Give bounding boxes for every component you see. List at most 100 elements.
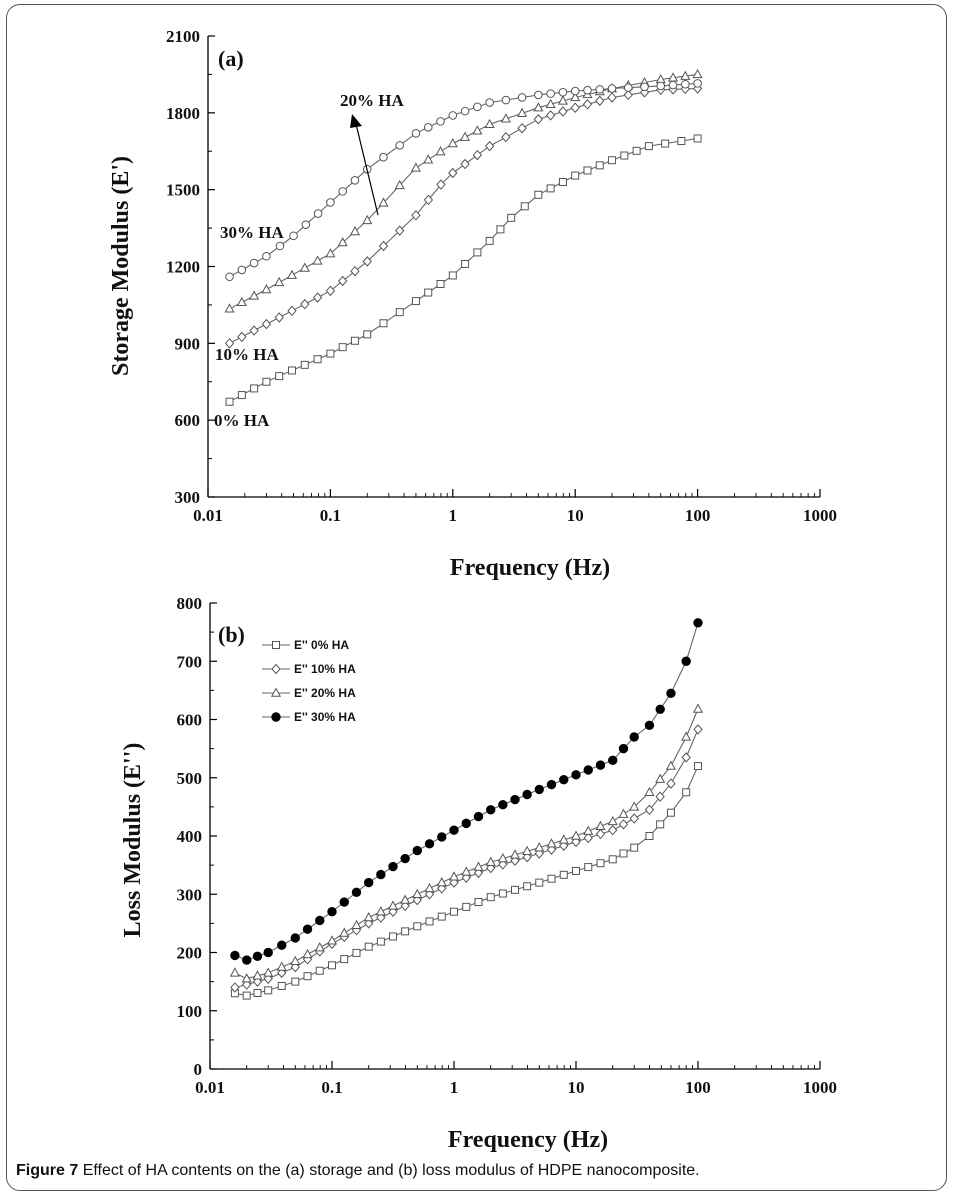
data-point <box>401 927 410 936</box>
data-point <box>395 308 404 317</box>
data-point <box>338 275 348 287</box>
data-point <box>473 248 482 257</box>
data-point <box>546 838 557 848</box>
data-point <box>534 784 544 795</box>
data-point <box>644 142 653 151</box>
data-point <box>655 704 665 715</box>
data-point <box>289 231 298 241</box>
data-point <box>571 770 581 780</box>
data-point <box>522 789 532 800</box>
data-point <box>677 137 686 146</box>
data-point <box>225 397 234 406</box>
data-point <box>694 762 702 771</box>
x-axis-label-a: Frequency (Hz) <box>450 555 610 581</box>
x-tick-label: 0.1 <box>320 506 341 525</box>
data-point <box>437 832 447 842</box>
series-0 <box>225 134 702 406</box>
data-point <box>545 98 556 108</box>
data-point <box>558 88 568 97</box>
data-point <box>608 755 618 765</box>
data-point <box>339 927 350 937</box>
data-point <box>510 794 520 805</box>
data-point <box>681 79 690 89</box>
data-point <box>583 832 593 844</box>
data-point <box>582 99 593 110</box>
data-point <box>500 113 511 123</box>
data-point <box>448 871 460 881</box>
data-point <box>410 162 421 172</box>
data-point <box>570 91 581 102</box>
data-point <box>571 171 580 180</box>
data-point <box>448 111 458 120</box>
data-point <box>378 197 389 207</box>
data-point <box>681 731 692 741</box>
data-point <box>461 866 472 876</box>
data-point <box>362 214 373 225</box>
legend-item-3: E'' 30% HA <box>262 710 356 724</box>
data-point <box>325 248 336 258</box>
data-point <box>236 296 247 307</box>
data-point <box>666 808 675 817</box>
data-point <box>261 318 272 330</box>
data-point <box>435 146 446 156</box>
data-point <box>448 167 458 179</box>
data-point <box>661 139 670 148</box>
data-point <box>230 982 240 993</box>
data-point <box>473 861 484 871</box>
arrow-head <box>350 114 362 128</box>
data-point <box>511 885 519 894</box>
legend-item-1: E'' 10% HA <box>262 662 356 676</box>
data-point <box>595 760 606 770</box>
data-point <box>312 292 323 303</box>
data-point <box>486 805 496 815</box>
data-point <box>546 779 557 790</box>
data-point <box>276 961 287 971</box>
data-point <box>274 312 284 323</box>
data-point <box>252 951 263 961</box>
data-point <box>400 894 411 904</box>
data-point <box>595 828 606 840</box>
data-point <box>570 86 580 96</box>
data-point <box>461 259 470 268</box>
data-point <box>632 146 641 155</box>
data-point <box>450 907 458 916</box>
data-point <box>351 919 362 930</box>
data-point <box>388 861 398 872</box>
y-tick-label: 500 <box>177 769 203 788</box>
data-point <box>275 372 284 381</box>
data-point <box>249 325 259 336</box>
data-point <box>313 209 323 218</box>
data-point <box>250 384 259 393</box>
data-point <box>237 391 246 400</box>
data-point <box>608 824 618 836</box>
storage-modulus-chart: 300 600 900 1200 1500 1800 2100 0.01 0.1 1 10 100 10… <box>108 27 837 581</box>
data-point <box>509 849 521 859</box>
x-tick-label: 100 <box>685 506 711 525</box>
data-point <box>277 940 287 950</box>
data-point <box>486 893 495 902</box>
data-point <box>692 703 704 713</box>
data-point <box>261 284 272 294</box>
data-point <box>558 177 567 186</box>
data-point <box>666 688 676 698</box>
x-tick-label: 10 <box>568 1078 585 1097</box>
data-point <box>412 845 422 856</box>
data-point <box>437 912 446 921</box>
data-point <box>630 843 639 852</box>
data-point <box>338 343 347 352</box>
caption-text: Effect of HA contents on the (a) storage… <box>82 1162 700 1179</box>
y-tick-label: 100 <box>177 1002 203 1021</box>
legend: E'' 0% HA E'' 10% HA E'' 20% HA E'' 30% … <box>262 638 356 724</box>
data-point <box>299 262 310 272</box>
data-point <box>376 869 386 880</box>
data-point <box>693 724 703 735</box>
x-tick-label: 0.1 <box>321 1078 342 1097</box>
y-tick-label: 400 <box>177 827 203 846</box>
series-line-1 <box>234 729 699 989</box>
data-point <box>425 917 434 926</box>
data-point <box>584 863 593 872</box>
data-point <box>241 973 252 983</box>
data-point <box>693 134 702 143</box>
y-tick-label: 0 <box>194 1060 203 1079</box>
data-point <box>462 902 471 911</box>
